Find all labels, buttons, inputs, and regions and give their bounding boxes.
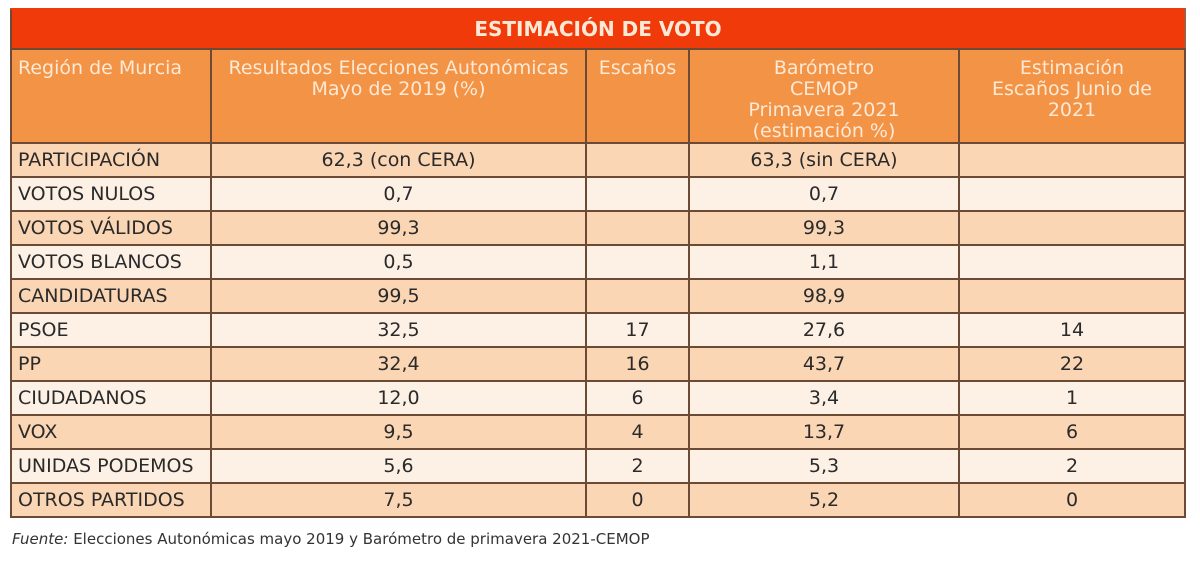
table-cell [585, 278, 690, 314]
table-cell: 2 [585, 448, 690, 484]
table-cell: 3,4 [688, 380, 960, 416]
table-row: VOTOS NULOS 0,7 0,7 [10, 176, 1187, 212]
column-header: Resultados Elecciones Autonómicas Mayo d… [210, 48, 587, 144]
table-cell: 7,5 [210, 482, 587, 518]
table-cell: 32,5 [210, 312, 587, 348]
table-row: PSOE 32,5 17 27,6 14 [10, 312, 1187, 348]
column-header: Estimación Escaños Junio de 2021 [957, 48, 1187, 144]
table-row: VOTOS BLANCOS 0,5 1,1 [10, 244, 1187, 280]
row-label: VOTOS NULOS [10, 176, 212, 212]
column-header: Región de Murcia [10, 48, 212, 144]
table-row: OTROS PARTIDOS 7,5 0 5,2 0 [10, 482, 1187, 518]
table-cell: 99,5 [210, 278, 587, 314]
table-cell: 5,6 [210, 448, 587, 484]
table-row: CANDIDATURAS 99,5 98,9 [10, 278, 1187, 314]
column-header: Barómetro CEMOP Primavera 2021 (estimaci… [688, 48, 960, 144]
row-label: UNIDAS PODEMOS [10, 448, 212, 484]
table-row: PARTICIPACIÓN 62,3 (con CERA) 63,3 (sin CE… [10, 142, 1187, 178]
table-cell [957, 210, 1187, 246]
row-label: VOTOS VÁLIDOS [10, 210, 212, 246]
table-cell: 2 [957, 448, 1187, 484]
table-cell: 6 [957, 414, 1187, 450]
source-note: Fuente: Elecciones Autonómicas mayo 2019… [12, 530, 650, 548]
table-cell [585, 176, 690, 212]
table-cell: 4 [585, 414, 690, 450]
table-cell: 14 [957, 312, 1187, 348]
table-cell [957, 244, 1187, 280]
table-title: ESTIMACIÓN DE VOTO [9, 8, 1187, 50]
table-cell: 16 [585, 346, 690, 382]
table-cell: 22 [957, 346, 1187, 382]
table-cell: 0,7 [210, 176, 587, 212]
row-label: VOX [10, 414, 212, 450]
table-cell: 43,7 [688, 346, 960, 382]
table-cell: 17 [585, 312, 690, 348]
row-label: CANDIDATURAS [10, 278, 212, 314]
table-row: VOX 9,5 4 13,7 6 [10, 414, 1187, 450]
table-cell: 12,0 [210, 380, 587, 416]
row-label: VOTOS BLANCOS [10, 244, 212, 280]
source-label: Fuente: [12, 530, 69, 548]
table-cell: 98,9 [688, 278, 960, 314]
table-cell [585, 210, 690, 246]
table-cell: 0 [585, 482, 690, 518]
table-cell: 1 [957, 380, 1187, 416]
table-cell: 5,2 [688, 482, 960, 518]
table-cell: 13,7 [688, 414, 960, 450]
table-cell [957, 176, 1187, 212]
table-row: CIUDADANOS 12,0 6 3,4 1 [10, 380, 1187, 416]
row-label: OTROS PARTIDOS [10, 482, 212, 518]
table-cell: 0 [957, 482, 1187, 518]
table-cell: 99,3 [210, 210, 587, 246]
table-cell [957, 142, 1187, 178]
table-cell: 62,3 (con CERA) [210, 142, 587, 178]
table-cell: 1,1 [688, 244, 960, 280]
table-cell [957, 278, 1187, 314]
row-label: PSOE [10, 312, 212, 348]
source-text: Elecciones Autonómicas mayo 2019 y Baróm… [68, 530, 650, 548]
table-row: UNIDAS PODEMOS 5,6 2 5,3 2 [10, 448, 1187, 484]
table-cell: 63,3 (sin CERA) [688, 142, 960, 178]
table-cell: 99,3 [688, 210, 960, 246]
row-label: CIUDADANOS [10, 380, 212, 416]
table-cell: 5,3 [688, 448, 960, 484]
vote-estimate-table: ESTIMACIÓN DE VOTO Región de Murcia Resul… [9, 8, 1187, 518]
table-cell: 9,5 [210, 414, 587, 450]
column-header: Escaños [585, 48, 690, 144]
table-row: PP 32,4 16 43,7 22 [10, 346, 1187, 382]
table-cell [585, 142, 690, 178]
table-row: VOTOS VÁLIDOS 99,3 99,3 [10, 210, 1187, 246]
table-cell [585, 244, 690, 280]
table-cell: 27,6 [688, 312, 960, 348]
table-cell: 0,7 [688, 176, 960, 212]
row-label: PP [10, 346, 212, 382]
table-cell: 6 [585, 380, 690, 416]
table-cell: 32,4 [210, 346, 587, 382]
table-cell: 0,5 [210, 244, 587, 280]
row-label: PARTICIPACIÓN [10, 142, 212, 178]
